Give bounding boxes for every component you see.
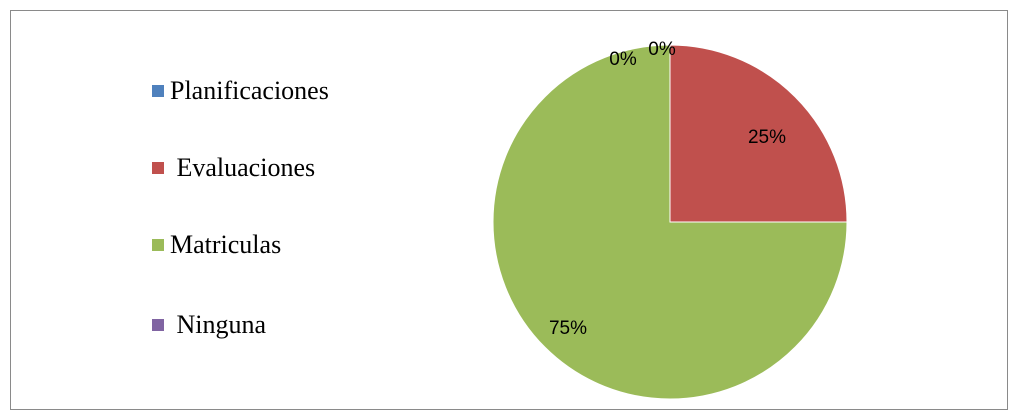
legend-swatch-planificaciones bbox=[152, 85, 164, 97]
data-label-planificaciones: 0% bbox=[609, 49, 637, 70]
legend-swatch-ninguna bbox=[152, 319, 164, 331]
legend-label-evaluaciones: Evaluaciones bbox=[170, 153, 316, 182]
legend-item-ninguna: Ninguna bbox=[152, 310, 266, 340]
legend-swatch-evaluaciones bbox=[152, 162, 164, 174]
data-label-evaluaciones: 25% bbox=[748, 127, 786, 148]
legend-item-matriculas: Matriculas bbox=[152, 230, 281, 260]
data-label-ninguna: 0% bbox=[648, 39, 676, 60]
legend-label-matriculas: Matriculas bbox=[170, 230, 282, 259]
legend-item-planificaciones: Planificaciones bbox=[152, 76, 329, 106]
legend-item-evaluaciones: Evaluaciones bbox=[152, 153, 315, 183]
data-label-matriculas: 75% bbox=[549, 318, 587, 339]
pie-slice-matriculas bbox=[492, 44, 848, 400]
legend-label-ninguna: Ninguna bbox=[170, 310, 267, 339]
legend-swatch-matriculas bbox=[152, 239, 164, 251]
legend-label-planificaciones: Planificaciones bbox=[170, 76, 329, 105]
pie-slice-evaluaciones bbox=[669, 44, 848, 223]
